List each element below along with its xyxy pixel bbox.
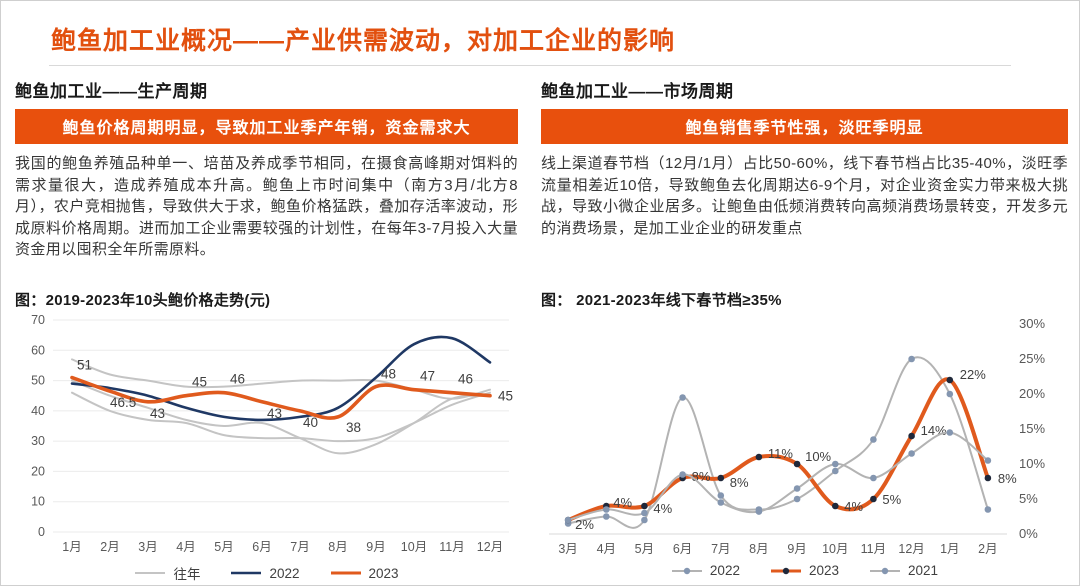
legend-swatch xyxy=(770,567,801,574)
svg-text:14%: 14% xyxy=(921,423,947,438)
svg-text:4月: 4月 xyxy=(176,540,195,554)
svg-text:11月: 11月 xyxy=(861,542,886,556)
svg-text:7月: 7月 xyxy=(711,542,730,556)
legend-swatch xyxy=(671,567,702,574)
spring-festival-legend: 2022 2023 2021 xyxy=(541,563,1068,578)
legend-label: 2022 xyxy=(709,563,740,578)
svg-text:12月: 12月 xyxy=(898,542,924,556)
svg-text:1月: 1月 xyxy=(62,540,81,554)
svg-text:2月: 2月 xyxy=(100,540,119,554)
production-cycle-section: 鲍鱼加工业——生产周期 鲍鱼价格周期明显，导致加工业季产年销，资金需求大 我国的… xyxy=(15,77,518,583)
svg-text:20%: 20% xyxy=(1019,386,1045,401)
svg-text:10%: 10% xyxy=(805,449,831,464)
legend-item-2023: 2023 xyxy=(770,563,839,578)
chart-caption-spring-festival: 图： 2021-2023年线下春节档≥35% xyxy=(541,292,782,309)
svg-text:51: 51 xyxy=(77,358,92,373)
legend-item-往年: 往年 xyxy=(134,563,200,583)
paragraph-market: 线上渠道春节档（12月/1月）占比50-60%，线下春节档占比35-40%，淡旺… xyxy=(541,155,1068,237)
section-heading-market: 鲍鱼加工业——市场周期 xyxy=(541,82,734,101)
svg-text:10月: 10月 xyxy=(401,540,427,554)
banner-production: 鲍鱼价格周期明显，导致加工业季产年销，资金需求大 xyxy=(15,109,518,144)
spring-festival-line-chart: 0% 5% 10% 15% 20% 25% 30% 3月 4月 5月 6月 7月 8月 9月 10月 11月 1… xyxy=(549,316,1045,556)
svg-text:6月: 6月 xyxy=(252,540,271,554)
svg-text:11%: 11% xyxy=(768,446,793,461)
svg-text:50: 50 xyxy=(31,374,45,388)
price-trend-legend: 往年 2022 2023 xyxy=(15,563,518,583)
page-title: 鲍鱼加工业概况——产业供需波动，对加工企业的影响 xyxy=(51,27,676,55)
svg-text:30%: 30% xyxy=(1019,316,1045,331)
svg-text:0%: 0% xyxy=(1019,526,1038,541)
svg-text:46: 46 xyxy=(230,372,245,387)
svg-text:9月: 9月 xyxy=(787,542,806,556)
legend-label: 2021 xyxy=(908,563,939,578)
legend-label: 往年 xyxy=(173,567,201,582)
svg-text:5月: 5月 xyxy=(214,540,233,554)
svg-text:70: 70 xyxy=(31,313,45,327)
svg-text:60: 60 xyxy=(31,343,45,357)
svg-text:8%: 8% xyxy=(730,475,749,490)
legend-swatch xyxy=(135,572,166,574)
legend-item-2023: 2023 xyxy=(330,566,399,581)
legend-swatch xyxy=(870,567,901,574)
svg-text:1月: 1月 xyxy=(940,542,959,556)
svg-text:4月: 4月 xyxy=(597,542,616,556)
svg-text:2%: 2% xyxy=(575,517,594,532)
svg-text:45: 45 xyxy=(498,389,513,404)
svg-text:5%: 5% xyxy=(882,492,901,507)
legend-label: 2022 xyxy=(269,565,300,581)
svg-text:8%: 8% xyxy=(692,469,711,484)
svg-text:25%: 25% xyxy=(1019,351,1045,366)
svg-text:48: 48 xyxy=(381,367,396,382)
svg-text:15%: 15% xyxy=(1019,421,1045,436)
title-divider xyxy=(49,65,1011,66)
paragraph-production: 我国的鲍鱼养殖品种单一、培苗及养成季节相同，在摄食高峰期对饵料的需求量很大，造成… xyxy=(15,155,518,259)
svg-text:9月: 9月 xyxy=(366,540,385,554)
svg-text:40: 40 xyxy=(303,415,318,430)
legend-item-2022: 2022 xyxy=(671,563,740,578)
svg-text:4%: 4% xyxy=(844,499,863,514)
svg-text:0: 0 xyxy=(38,525,45,539)
svg-text:22%: 22% xyxy=(960,367,986,382)
chart-caption-price-trend: 图：2019-2023年10头鲍价格走势(元) xyxy=(15,292,271,309)
section-heading-production: 鲍鱼加工业——生产周期 xyxy=(15,82,208,101)
svg-text:10: 10 xyxy=(31,495,45,509)
svg-text:5%: 5% xyxy=(1019,491,1038,506)
svg-text:38: 38 xyxy=(346,420,361,435)
svg-text:4%: 4% xyxy=(613,495,632,510)
price-trend-line-chart: 0 10 20 30 40 50 60 70 1月 2月 3月 4月 5月 6月 7月 8月 9月 10月 11月 1… xyxy=(31,313,513,554)
svg-text:45: 45 xyxy=(192,375,207,390)
svg-text:20: 20 xyxy=(31,464,45,478)
svg-text:43: 43 xyxy=(267,406,282,421)
svg-text:4%: 4% xyxy=(653,501,672,516)
legend-swatch xyxy=(231,571,262,575)
svg-text:10月: 10月 xyxy=(822,542,848,556)
svg-text:7月: 7月 xyxy=(290,540,309,554)
svg-text:46: 46 xyxy=(458,372,473,387)
market-cycle-section: 鲍鱼加工业——市场周期 鲍鱼销售季节性强，淡旺季明显 线上渠道春节档（12月/1… xyxy=(541,77,1068,578)
svg-text:11月: 11月 xyxy=(439,540,464,554)
svg-text:46.5: 46.5 xyxy=(110,395,136,410)
svg-text:3月: 3月 xyxy=(558,542,577,556)
svg-text:30: 30 xyxy=(31,434,45,448)
legend-item-2022: 2022 xyxy=(230,565,300,581)
svg-text:8月: 8月 xyxy=(328,540,347,554)
svg-text:5月: 5月 xyxy=(635,542,654,556)
svg-text:8%: 8% xyxy=(998,471,1017,486)
svg-text:12月: 12月 xyxy=(477,540,503,554)
svg-text:43: 43 xyxy=(150,406,165,421)
legend-item-2021: 2021 xyxy=(869,563,938,578)
svg-text:2月: 2月 xyxy=(978,542,997,556)
svg-text:6月: 6月 xyxy=(673,542,692,556)
svg-text:8月: 8月 xyxy=(749,542,768,556)
legend-label: 2023 xyxy=(368,565,399,581)
svg-text:47: 47 xyxy=(420,369,435,384)
legend-swatch xyxy=(330,571,361,575)
banner-market: 鲍鱼销售季节性强，淡旺季明显 xyxy=(541,109,1068,144)
svg-text:3月: 3月 xyxy=(138,540,157,554)
svg-text:40: 40 xyxy=(31,404,45,418)
legend-label: 2023 xyxy=(808,563,840,578)
svg-text:10%: 10% xyxy=(1019,456,1045,471)
